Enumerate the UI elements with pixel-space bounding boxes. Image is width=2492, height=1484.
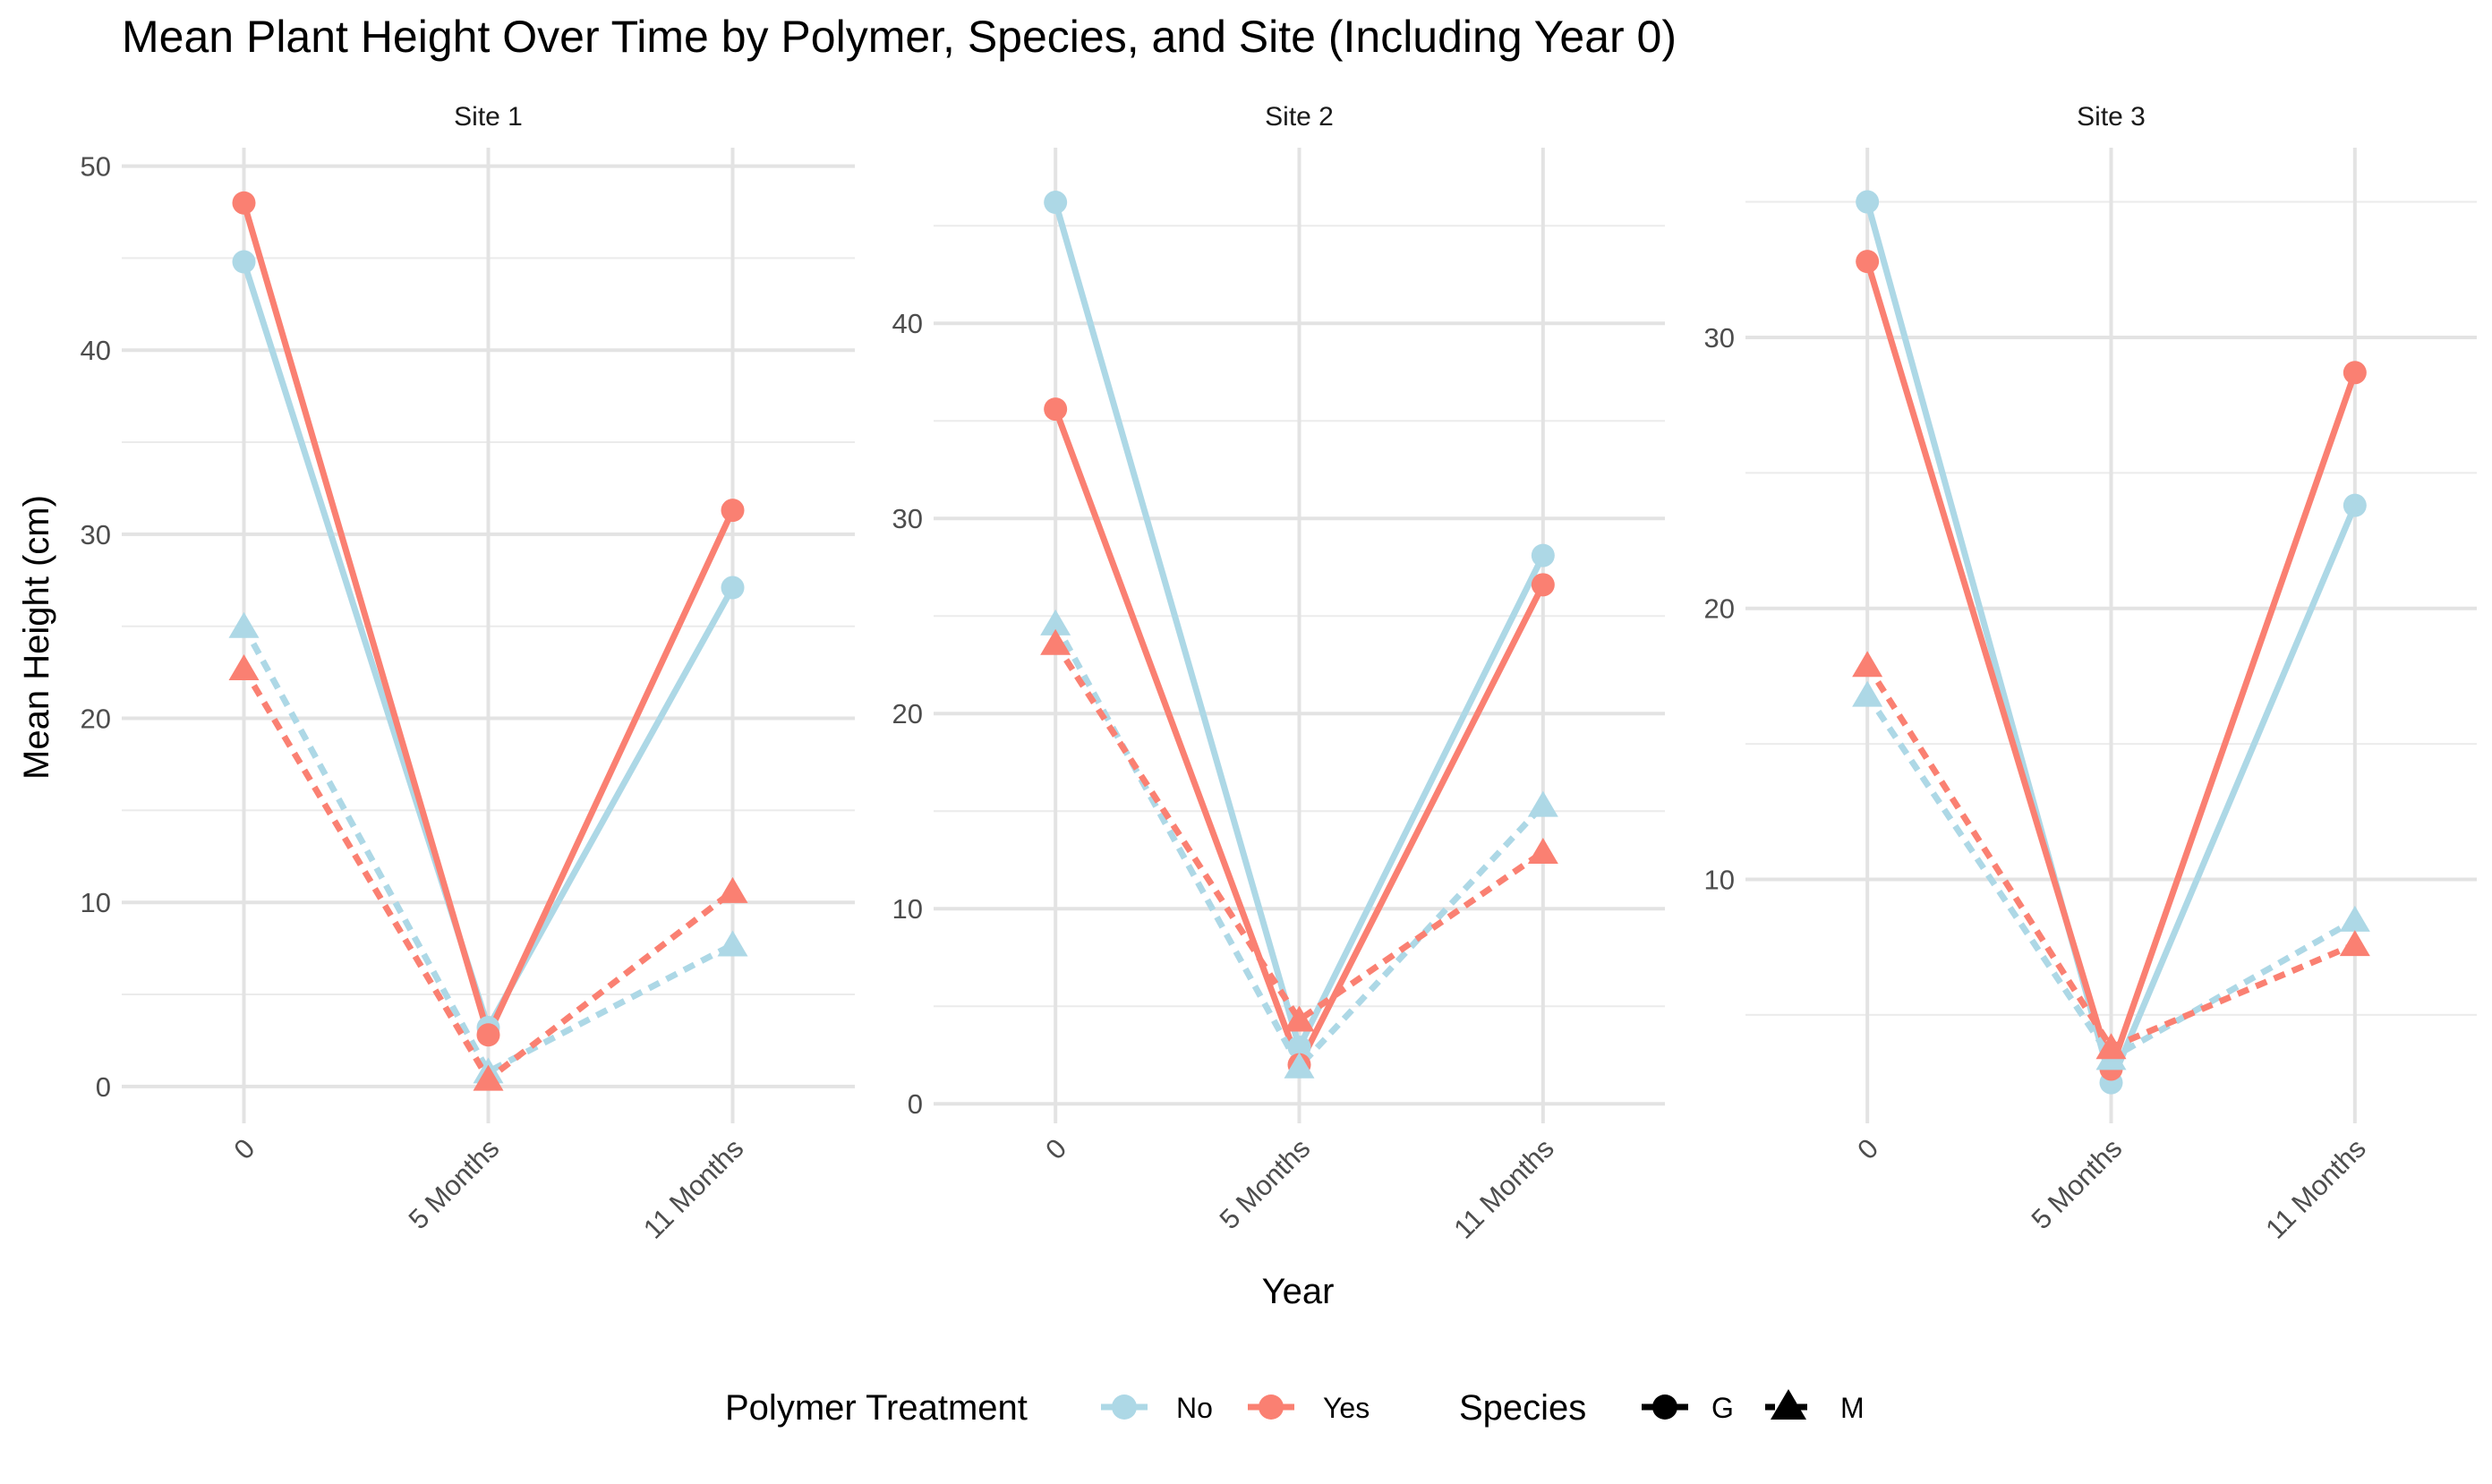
facet-strip-label: Site 1 — [454, 102, 523, 132]
legend: Polymer Treatment No Yes Species G M — [725, 1388, 1865, 1428]
x-axis-label: Year — [1262, 1272, 1335, 1311]
data-point-yes-m — [228, 654, 260, 681]
x-tick-label: 5 Months — [1214, 1132, 1317, 1235]
legend-label-no: No — [1176, 1392, 1213, 1424]
x-tick-label: 11 Months — [637, 1132, 749, 1244]
data-point-no-m — [1852, 680, 1883, 707]
data-point-yes-m — [1284, 1005, 1315, 1032]
data-point-yes-g — [232, 191, 256, 215]
data-point-no-m — [717, 930, 748, 957]
x-tick-label: 11 Months — [1447, 1132, 1559, 1244]
legend-label-m: M — [1840, 1392, 1865, 1424]
data-point-no-g — [1856, 190, 1880, 214]
y-tick-label: 30 — [81, 519, 111, 550]
data-point-yes-m — [1040, 628, 1071, 655]
legend-item-m: M — [1765, 1389, 1865, 1424]
legend-item-yes: Yes — [1248, 1392, 1370, 1424]
data-point-yes-g — [1531, 573, 1555, 597]
data-point-no-m — [228, 611, 260, 638]
legend-key-yes-point — [1259, 1394, 1284, 1420]
data-point-yes-g — [2343, 361, 2367, 385]
data-point-yes-g — [1044, 397, 1068, 422]
data-point-no-g — [1287, 1035, 1311, 1059]
y-tick-label: 0 — [908, 1088, 923, 1120]
y-tick-label: 10 — [81, 887, 111, 918]
data-point-yes-m — [717, 876, 748, 903]
data-point-no-g — [1044, 191, 1068, 215]
data-point-no-m — [1527, 790, 1558, 817]
y-tick-label: 50 — [81, 151, 111, 183]
y-axis-label: Mean Height (cm) — [17, 495, 56, 780]
chart-title: Mean Plant Height Over Time by Polymer, … — [122, 12, 1677, 62]
x-tick-label: 0 — [1851, 1132, 1884, 1165]
facet-panel-3: 10 20 30 0 5 Months 11 Months Site 3 — [1704, 102, 2477, 1245]
legend-key-m-point — [1771, 1389, 1806, 1420]
legend-polymer-title: Polymer Treatment — [725, 1388, 1028, 1428]
y-tick-label: 0 — [96, 1071, 111, 1103]
facet-panels: 0 10 20 30 40 50 0 5 Months 11 Months Site 1 0 10 20… — [81, 102, 2477, 1245]
legend-key-no-point — [1112, 1394, 1137, 1420]
data-point-no-g — [721, 576, 745, 600]
data-point-yes-m — [1852, 651, 1883, 678]
data-point-yes-g — [476, 1023, 500, 1047]
y-tick-label: 10 — [892, 893, 923, 925]
y-tick-label: 30 — [892, 503, 923, 534]
data-point-no-m — [1040, 609, 1071, 635]
x-tick-label: 5 Months — [2026, 1132, 2129, 1235]
y-tick-label: 20 — [892, 698, 923, 729]
y-tick-label: 40 — [892, 308, 923, 339]
legend-key-g-point — [1652, 1394, 1677, 1420]
data-point-yes-m — [2095, 1033, 2127, 1060]
legend-label-yes: Yes — [1323, 1392, 1370, 1424]
series-line-no-m — [241, 625, 735, 1075]
facet-panel-1: 0 10 20 30 40 50 0 5 Months 11 Months Site 1 — [81, 102, 855, 1245]
y-tick-label: 30 — [1704, 322, 1735, 354]
x-tick-label: 0 — [1039, 1132, 1072, 1165]
y-tick-label: 40 — [81, 335, 111, 366]
facet-strip-label: Site 2 — [1265, 102, 1334, 132]
facet-strip-label: Site 3 — [2077, 102, 2146, 132]
x-tick-label: 5 Months — [403, 1132, 506, 1235]
x-tick-label: 0 — [228, 1132, 261, 1165]
data-point-yes-m — [473, 1064, 504, 1091]
x-tick-label: 11 Months — [2259, 1132, 2371, 1244]
y-tick-label: 20 — [1704, 593, 1735, 625]
facet-panel-2: 0 10 20 30 40 0 5 Months 11 Months Site 2 — [892, 102, 1665, 1245]
legend-species-title: Species — [1459, 1388, 1586, 1428]
y-tick-label: 10 — [1704, 865, 1735, 896]
data-point-yes-g — [1856, 250, 1880, 274]
y-tick-label: 20 — [81, 704, 111, 735]
series-line-no-m — [1053, 622, 1546, 1070]
data-point-no-m — [1284, 1052, 1315, 1079]
legend-item-g: G — [1642, 1392, 1734, 1424]
data-point-no-g — [2343, 493, 2367, 517]
legend-label-g: G — [1711, 1392, 1734, 1424]
data-point-no-g — [1531, 543, 1555, 567]
data-point-no-m — [2339, 905, 2370, 932]
data-point-yes-g — [721, 499, 745, 523]
legend-item-no: No — [1101, 1392, 1213, 1424]
data-point-yes-m — [1527, 837, 1558, 864]
data-point-yes-m — [2339, 930, 2370, 957]
data-point-no-g — [232, 250, 256, 274]
